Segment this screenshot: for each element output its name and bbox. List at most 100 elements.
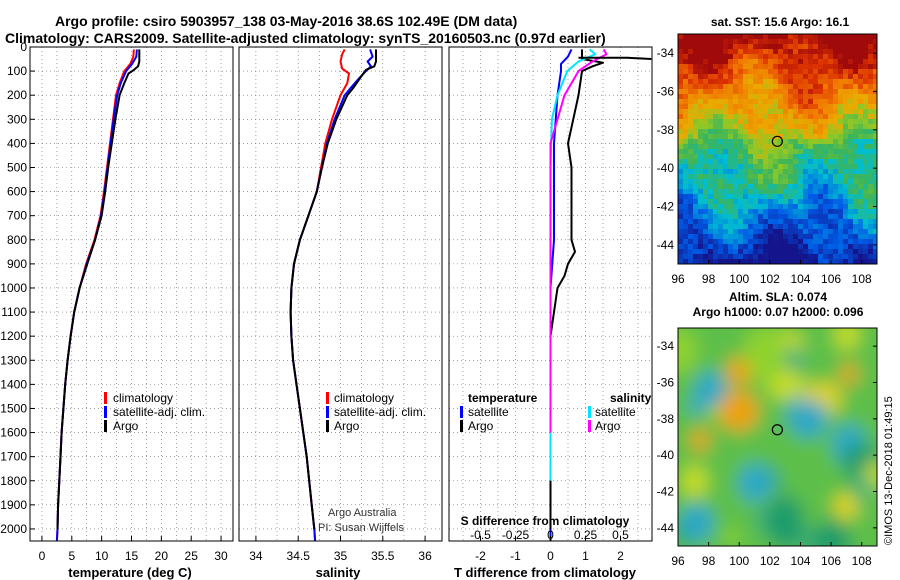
sst-cell [728, 69, 733, 74]
sst-cell [843, 54, 848, 59]
sst-cell [848, 69, 853, 74]
sst-cell [698, 179, 703, 184]
sst-cell [823, 129, 828, 134]
sst-cell [818, 114, 823, 119]
sst-cell [758, 254, 763, 259]
sst-cell [818, 234, 823, 239]
sst-cell [678, 254, 683, 259]
sst-cell [863, 54, 868, 59]
sst-cell [838, 34, 843, 39]
sst-cell [783, 139, 788, 144]
sst-cell [833, 49, 838, 54]
sst-cell [798, 219, 803, 224]
sst-cell [738, 104, 743, 109]
sst-cell [683, 119, 688, 124]
sst-cell [713, 109, 718, 114]
sst-cell [768, 99, 773, 104]
sst-cell [803, 164, 808, 169]
sst-cell [758, 219, 763, 224]
t-difference-tick-labels: -2 -1 0 1 2 [475, 536, 624, 563]
sst-cell [738, 209, 743, 214]
sst-cell [783, 114, 788, 119]
temperature-axis-label: temperature (deg C) [68, 565, 192, 580]
sst-cell [703, 94, 708, 99]
sst-cell [863, 34, 868, 39]
sst-cell [853, 129, 858, 134]
sst-cell [813, 234, 818, 239]
sst-cell [758, 189, 763, 194]
sst-cell [818, 249, 823, 254]
sst-cell [873, 194, 877, 199]
sst-cell [833, 249, 838, 254]
sst-cell [733, 134, 738, 139]
sst-cell [808, 69, 813, 74]
sst-cell [723, 199, 728, 204]
sst-cell [678, 204, 683, 209]
sst-cell [803, 79, 808, 84]
sst-cell [748, 234, 753, 239]
sst-cell [868, 104, 873, 109]
sst-cell [743, 244, 748, 249]
sst-cell [868, 49, 873, 54]
sst-cell [858, 164, 863, 169]
sst-cell [748, 239, 753, 244]
sst-cell [843, 149, 848, 154]
sst-cell [768, 114, 773, 119]
sst-cell [868, 144, 873, 149]
sst-cell [873, 109, 877, 114]
sst-cell [698, 99, 703, 104]
sst-cell [753, 124, 758, 129]
sst-cell [678, 104, 683, 109]
sst-cell [868, 174, 873, 179]
sst-cell [748, 174, 753, 179]
sst-cell [758, 104, 763, 109]
sst-cell [828, 229, 833, 234]
sst-cell [863, 59, 868, 64]
sst-cell [708, 104, 713, 109]
sst-cell [758, 39, 763, 44]
sst-cell [828, 119, 833, 124]
sst-cell [708, 49, 713, 54]
sst-cell [703, 74, 708, 79]
sst-cell [823, 64, 828, 69]
sst-cell [838, 139, 843, 144]
sst-cell [753, 159, 758, 164]
salinity-lines [289, 48, 377, 542]
sst-cell [748, 219, 753, 224]
sst-cell [693, 174, 698, 179]
salinity-legend: climatology satellite-adj. clim. Argo [326, 391, 426, 433]
sst-cell [783, 54, 788, 59]
sst-cell [708, 214, 713, 219]
sst-cell [753, 109, 758, 114]
sst-cell [718, 259, 723, 264]
x-tick-label: 15 [125, 549, 139, 563]
sst-cell [698, 64, 703, 69]
sst-cell [738, 179, 743, 184]
sst-cell [693, 54, 698, 59]
sst-cell [823, 249, 828, 254]
sst-cell [853, 149, 858, 154]
sst-cell [813, 194, 818, 199]
sst-cell [828, 249, 833, 254]
sst-cell [743, 44, 748, 49]
sst-cell [793, 44, 798, 49]
sst-cell [728, 84, 733, 89]
sst-cell [738, 259, 743, 264]
sst-cell [813, 199, 818, 204]
sst-cell [758, 229, 763, 234]
sst-cell [803, 199, 808, 204]
sst-cell [808, 84, 813, 89]
sst-cell [718, 164, 723, 169]
sst-cell [778, 174, 783, 179]
sst-cell [798, 149, 803, 154]
sst-cell [868, 214, 873, 219]
sst-title: sat. SST: 15.6 Argo: 16.1 [711, 15, 850, 29]
sst-cell [838, 169, 843, 174]
sst-cell [728, 44, 733, 49]
sst-cell [803, 119, 808, 124]
sst-cell [703, 84, 708, 89]
sst-cell [798, 44, 803, 49]
sst-cell [858, 134, 863, 139]
sst-cell [753, 139, 758, 144]
sst-cell [748, 214, 753, 219]
